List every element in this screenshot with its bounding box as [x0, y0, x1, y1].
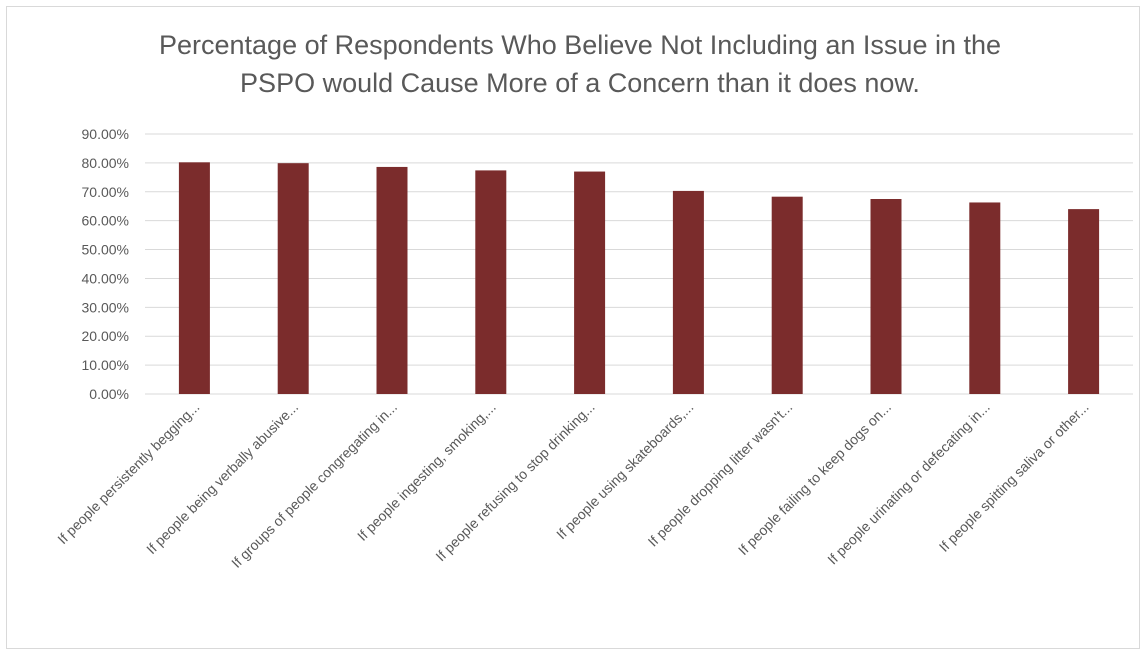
- bar: [178, 162, 210, 394]
- x-category-label: If groups of people congregating in...: [228, 399, 400, 571]
- x-category-label: If people failing to keep dogs on...: [735, 399, 894, 558]
- y-tick-label: 0.00%: [89, 386, 129, 402]
- bar: [672, 190, 704, 394]
- y-axis-tick-labels: 0.00% 10.00% 20.00% 30.00% 40.00% 50.00% 60.00…: [82, 126, 129, 402]
- y-tick-label: 80.00%: [82, 155, 129, 171]
- y-tick-label: 30.00%: [82, 299, 129, 315]
- bar: [969, 202, 1001, 394]
- y-tick-label: 10.00%: [82, 357, 129, 373]
- chart-title: Percentage of Respondents Who Believe No…: [0, 26, 1146, 102]
- y-tick-label: 60.00%: [82, 213, 129, 229]
- bar: [376, 166, 408, 394]
- bar: [771, 196, 803, 394]
- bar: [475, 170, 507, 394]
- bar: [1068, 209, 1100, 394]
- gridlines: [145, 133, 1133, 395]
- x-axis-category-labels: If people persistently begging...If peop…: [54, 399, 1092, 571]
- chart-title-line-1: Percentage of Respondents Who Believe No…: [158, 30, 1002, 60]
- y-tick-label: 90.00%: [82, 126, 129, 142]
- y-tick-label: 50.00%: [82, 242, 129, 258]
- x-category-label: If people refusing to stop drinking...: [432, 399, 597, 564]
- bar: [870, 199, 902, 394]
- bar: [574, 171, 606, 394]
- y-tick-label: 70.00%: [82, 184, 129, 200]
- chart-title-line-2: PSPO would Cause More of a Concern than …: [240, 68, 920, 98]
- y-tick-label: 40.00%: [82, 270, 129, 286]
- y-tick-label: 20.00%: [82, 328, 129, 344]
- x-category-label: If people urinating or defecating in...: [824, 399, 993, 568]
- bar: [277, 163, 309, 394]
- bars: [178, 162, 1100, 394]
